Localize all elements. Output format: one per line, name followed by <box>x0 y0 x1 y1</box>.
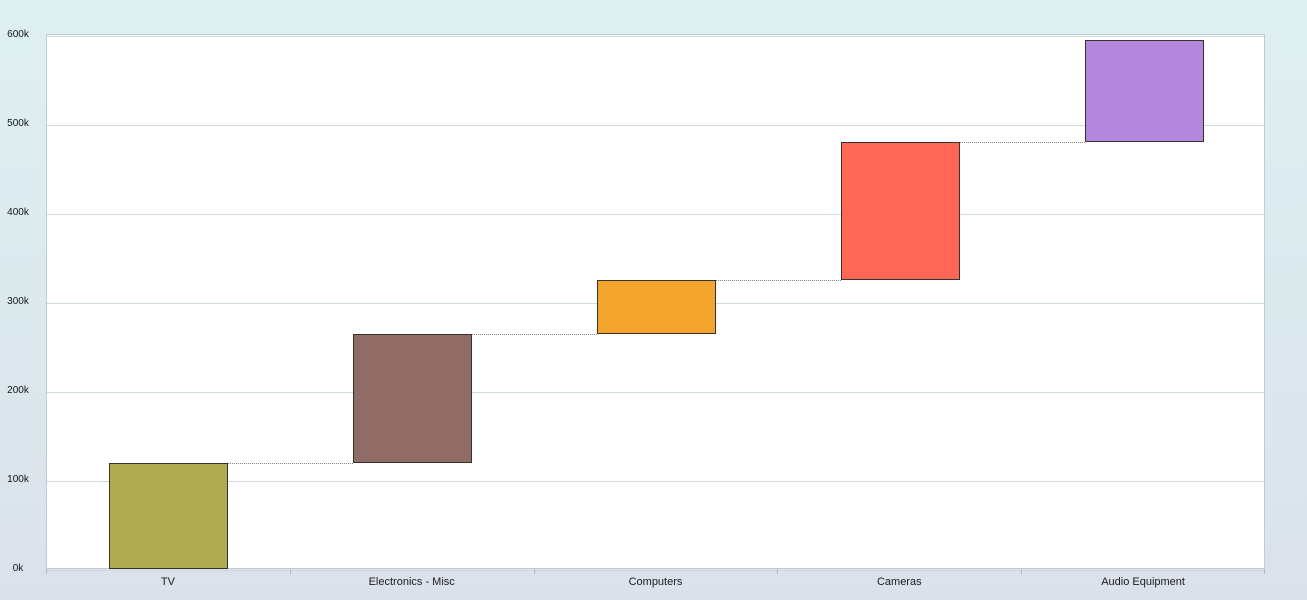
x-axis-label: Electronics - Misc <box>368 576 455 588</box>
connector-line <box>959 141 1085 143</box>
waterfall-bar[interactable] <box>353 333 473 463</box>
gridline <box>47 124 1264 126</box>
connector-line <box>716 279 841 281</box>
plot-area <box>46 34 1265 571</box>
x-axis-label: TV <box>160 576 175 588</box>
y-axis-label: 200k <box>7 385 29 396</box>
gridline <box>47 569 1264 571</box>
gridline <box>47 35 1264 37</box>
waterfall-bar[interactable] <box>597 280 716 334</box>
y-axis-label: 400k <box>7 207 29 218</box>
gridline <box>47 213 1264 215</box>
y-axis-label: 500k <box>7 118 29 129</box>
x-axis-label: Audio Equipment <box>1101 576 1185 588</box>
x-axis-tick <box>1021 569 1022 574</box>
waterfall-bar[interactable] <box>1084 39 1204 143</box>
x-axis-label: Computers <box>628 576 683 588</box>
x-axis-tick <box>777 569 778 574</box>
connector-line <box>472 333 597 335</box>
waterfall-bar[interactable] <box>109 462 229 570</box>
x-axis-tick <box>534 569 535 574</box>
x-axis-tick <box>1264 569 1265 574</box>
y-axis-label: 100k <box>7 474 29 485</box>
x-axis-label: Cameras <box>876 576 922 588</box>
x-axis-tick <box>290 569 291 574</box>
y-axis-label: 300k <box>7 296 29 307</box>
y-axis-label: 600k <box>7 29 29 40</box>
waterfall-bar[interactable] <box>840 142 960 281</box>
gridline <box>47 391 1264 393</box>
connector-line <box>228 462 354 464</box>
x-axis-tick <box>46 569 47 574</box>
y-axis-label: 0k <box>12 563 24 574</box>
gridline <box>47 480 1264 482</box>
